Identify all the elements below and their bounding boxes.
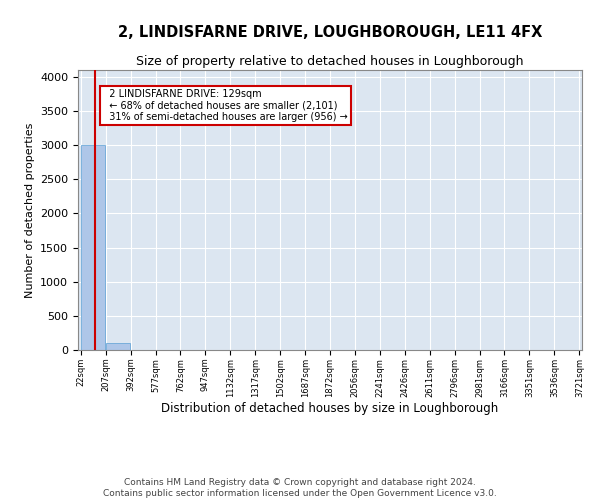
Text: Size of property relative to detached houses in Loughborough: Size of property relative to detached ho…: [136, 55, 524, 68]
Text: 2 LINDISFARNE DRIVE: 129sqm
  ← 68% of detached houses are smaller (2,101)
  31%: 2 LINDISFARNE DRIVE: 129sqm ← 68% of det…: [103, 89, 348, 122]
Text: 2, LINDISFARNE DRIVE, LOUGHBOROUGH, LE11 4FX: 2, LINDISFARNE DRIVE, LOUGHBOROUGH, LE11…: [118, 25, 542, 40]
Y-axis label: Number of detached properties: Number of detached properties: [25, 122, 35, 298]
Bar: [106, 343, 130, 350]
X-axis label: Distribution of detached houses by size in Loughborough: Distribution of detached houses by size …: [161, 402, 499, 415]
Bar: [81, 145, 105, 350]
Text: Contains HM Land Registry data © Crown copyright and database right 2024.
Contai: Contains HM Land Registry data © Crown c…: [103, 478, 497, 498]
